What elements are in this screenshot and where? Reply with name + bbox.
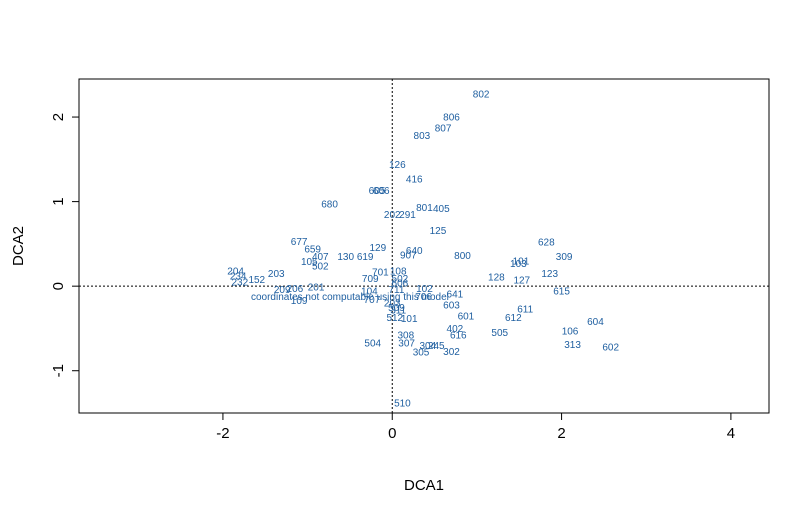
site-label: 706 [415, 292, 432, 303]
site-label: 125 [430, 226, 447, 237]
site-label: 801 [416, 203, 433, 214]
site-label: 601 [458, 311, 475, 322]
site-label: 101 [401, 314, 418, 325]
site-label: 505 [491, 328, 508, 339]
site-label: 602 [602, 343, 619, 354]
site-label: 203 [268, 269, 285, 280]
x-axis: -2 0 2 4 [216, 413, 735, 442]
site-label: 206 [287, 284, 304, 295]
site-label: 203 [384, 299, 401, 310]
site-label: 209 [274, 285, 291, 296]
x-tick-label: -2 [216, 425, 229, 442]
site-label: 502 [392, 274, 409, 285]
site-label: 109 [291, 296, 308, 307]
site-label: 127 [513, 276, 530, 287]
site-label: 502 [312, 261, 329, 272]
site-label: 659 [304, 244, 321, 255]
site-label: 232 [232, 277, 249, 288]
y-tick-label: 0 [50, 282, 67, 290]
site-label: 129 [370, 243, 387, 254]
site-label: 130 [337, 252, 354, 263]
site-label: 606 [373, 186, 390, 197]
site-label: 104 [361, 287, 378, 298]
site-label: 619 [357, 252, 374, 263]
site-label: 800 [454, 251, 471, 262]
site-label: 701 [372, 267, 389, 278]
site-label: 309 [556, 252, 573, 263]
site-label: 802 [473, 90, 490, 101]
site-label: 606 [392, 278, 409, 289]
site-label: 308 [397, 331, 414, 342]
site-label: 605 [369, 186, 386, 197]
site-label: 108 [390, 266, 407, 277]
site-label: 402 [447, 324, 464, 335]
site-label: 806 [443, 113, 460, 124]
site-label: 152 [248, 275, 265, 286]
plot-frame [78, 78, 770, 414]
site-label: 680 [321, 200, 338, 211]
site-label: 616 [450, 331, 467, 342]
site-label: 102 [416, 284, 433, 295]
site-label: 707 [364, 295, 381, 306]
site-label: 123 [541, 269, 558, 280]
site-label: 304 [419, 341, 436, 352]
site-label: 234 [230, 272, 247, 283]
site-label: 313 [564, 340, 581, 351]
y-tick-label: 1 [50, 197, 67, 205]
x-tick-label: 0 [388, 425, 396, 442]
site-label: 512 [386, 313, 403, 324]
site-label: 807 [435, 124, 452, 135]
site-label: 677 [291, 237, 308, 248]
y-tick-label: 2 [50, 113, 67, 121]
site-label: 245 [428, 341, 445, 352]
site-label: 611 [517, 304, 533, 315]
site-label: 126 [389, 160, 406, 171]
site-label: 106 [562, 326, 579, 337]
site-label: 711 [389, 285, 405, 296]
site-label: 641 [447, 289, 464, 300]
site-label: 204 [227, 266, 244, 277]
site-label: 603 [443, 300, 460, 311]
site-label: 291 [399, 210, 416, 221]
x-tick-label: 2 [557, 425, 565, 442]
site-label: 907 [400, 250, 417, 261]
site-label: 311 [390, 305, 406, 316]
site-label: 202 [384, 210, 401, 221]
site-label: 504 [364, 338, 381, 349]
x-axis-title: DCA1 [404, 477, 444, 494]
site-label: 407 [312, 252, 329, 263]
site-label: 709 [362, 274, 379, 285]
x-tick-label: 4 [727, 425, 735, 442]
reference-lines [79, 79, 769, 413]
site-label: 510 [394, 398, 411, 409]
site-label: 615 [553, 287, 570, 298]
site-label: 302 [443, 347, 460, 358]
site-label: 612 [505, 313, 522, 324]
y-tick-label: -1 [50, 364, 67, 377]
site-label: 307 [398, 338, 415, 349]
site-label: 128 [488, 272, 505, 283]
site-label: 405 [433, 204, 450, 215]
site-label: 509 [388, 303, 405, 314]
site-label: 640 [406, 246, 423, 257]
site-label: 604 [587, 317, 604, 328]
site-label: 201 [308, 283, 325, 294]
site-label: 101 [513, 256, 530, 267]
site-label: 628 [538, 238, 555, 249]
site-label: 305 [413, 348, 430, 359]
site-label: 416 [406, 174, 423, 185]
annotation-text: coordinates not computable using this mo… [251, 292, 449, 303]
site-label: 105 [301, 257, 318, 268]
y-axis-title: DCA2 [10, 226, 27, 266]
y-axis: -1 0 1 2 [50, 113, 79, 377]
site-label: 103 [510, 259, 527, 270]
site-label: 803 [414, 131, 431, 142]
